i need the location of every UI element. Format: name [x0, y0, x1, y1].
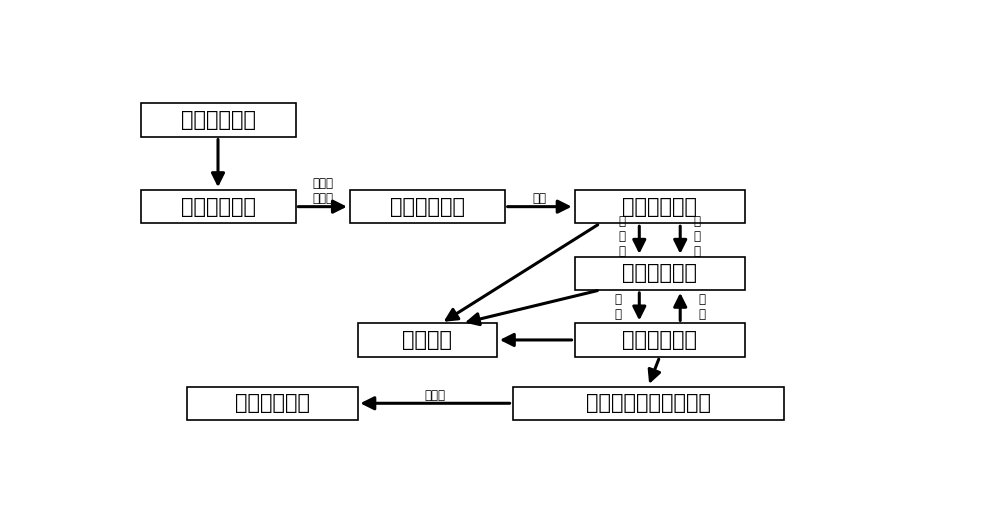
Bar: [512, 386, 784, 420]
Text: 配合回弹模具蜡模压型: 配合回弹模具蜡模压型: [586, 393, 711, 413]
Text: 报废型芯: 报废型芯: [402, 330, 452, 350]
Bar: [358, 323, 497, 356]
Bar: [350, 190, 505, 223]
Text: 陶瓷型芯焙烧: 陶瓷型芯焙烧: [180, 196, 256, 216]
Text: 陶瓷型芯吹砂: 陶瓷型芯吹砂: [622, 263, 697, 284]
Bar: [140, 103, 296, 137]
Text: 陶瓷型芯强化: 陶瓷型芯强化: [390, 196, 465, 216]
Text: 压蜡机: 压蜡机: [424, 389, 446, 402]
Text: 强化剂
焙烧炉: 强化剂 焙烧炉: [312, 177, 333, 205]
Text: 陶瓷型芯压型: 陶瓷型芯压型: [180, 110, 256, 130]
Bar: [574, 323, 745, 356]
Text: 蜡模叶片成型: 蜡模叶片成型: [235, 393, 310, 413]
Bar: [187, 386, 358, 420]
Bar: [140, 190, 296, 223]
Text: 陶瓷型芯自检: 陶瓷型芯自检: [622, 330, 697, 350]
Text: 吹
砂
机: 吹 砂 机: [694, 215, 701, 258]
Text: 目
视: 目 视: [614, 293, 621, 320]
Bar: [574, 257, 745, 290]
Text: 目
视: 目 视: [698, 293, 705, 320]
Text: 目视: 目视: [533, 192, 547, 205]
Text: 刚
玉
砂: 刚 玉 砂: [619, 215, 626, 258]
Bar: [574, 190, 745, 223]
Text: 陶瓷型芯自检: 陶瓷型芯自检: [622, 196, 697, 216]
